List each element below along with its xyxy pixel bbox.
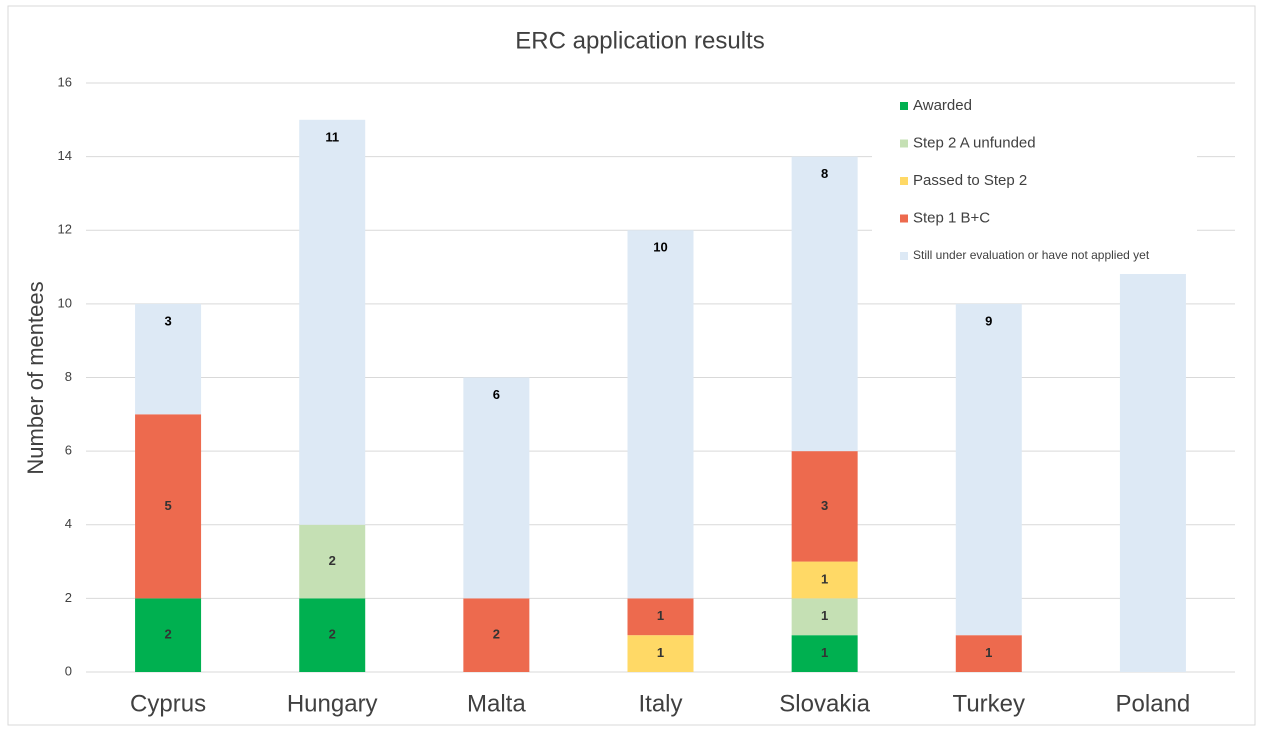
bar-segment bbox=[463, 598, 530, 672]
legend-swatch bbox=[900, 139, 908, 148]
y-tick-label: 12 bbox=[58, 222, 72, 237]
data-label: 11 bbox=[325, 129, 339, 144]
data-label: 3 bbox=[821, 498, 828, 513]
bar-segment bbox=[299, 524, 366, 599]
x-tick-label: Poland bbox=[1116, 690, 1191, 717]
y-tick-label: 8 bbox=[65, 369, 72, 384]
x-tick-label: Italy bbox=[638, 690, 682, 717]
y-axis-label: Number of mentees bbox=[23, 281, 48, 474]
y-tick-label: 10 bbox=[58, 295, 72, 310]
legend-swatch bbox=[900, 102, 908, 110]
x-tick-label: Slovakia bbox=[779, 690, 870, 717]
data-label: 1 bbox=[821, 645, 828, 660]
data-label: 2 bbox=[329, 627, 336, 642]
bar-segment bbox=[791, 635, 858, 672]
data-label: 1 bbox=[657, 645, 664, 660]
chart-title: ERC application results bbox=[515, 27, 764, 54]
y-tick-label: 14 bbox=[58, 148, 72, 163]
y-tick-label: 0 bbox=[65, 663, 72, 678]
data-label: 1 bbox=[657, 608, 664, 623]
legend-swatch bbox=[900, 177, 908, 185]
bar-segment bbox=[463, 377, 530, 599]
bar-segment bbox=[955, 303, 1022, 636]
bar-segment bbox=[955, 635, 1022, 672]
bar-segment bbox=[791, 156, 858, 452]
legend-swatch bbox=[900, 252, 908, 260]
bar-segment bbox=[627, 598, 694, 636]
bar-segment bbox=[791, 451, 858, 562]
data-label: 1 bbox=[821, 571, 828, 586]
y-tick-label: 16 bbox=[58, 74, 72, 89]
y-tick-label: 4 bbox=[65, 516, 72, 531]
data-label: 9 bbox=[985, 313, 992, 328]
data-label: 3 bbox=[164, 313, 171, 328]
bar-segment bbox=[791, 561, 858, 599]
data-label: 1 bbox=[821, 608, 828, 623]
x-tick-label: Turkey bbox=[953, 690, 1025, 717]
x-tick-label: Malta bbox=[467, 690, 526, 717]
bar-segment bbox=[135, 303, 202, 415]
legend-label: Passed to Step 2 bbox=[913, 172, 1027, 189]
x-tick-label: Hungary bbox=[287, 690, 378, 717]
y-tick-label: 6 bbox=[65, 443, 72, 458]
bar-segment bbox=[299, 119, 366, 525]
data-label: 2 bbox=[164, 627, 171, 642]
x-tick-label: Cyprus bbox=[130, 690, 206, 717]
legend-label: Step 1 B+C bbox=[913, 209, 990, 226]
data-label: 5 bbox=[164, 498, 171, 513]
data-label: 6 bbox=[493, 387, 500, 402]
legend-label: Awarded bbox=[913, 97, 972, 114]
data-label: 2 bbox=[329, 553, 336, 568]
legend-label: Still under evaluation or have not appli… bbox=[913, 248, 1150, 262]
legend-box bbox=[872, 88, 1197, 274]
bar-segment bbox=[627, 635, 694, 672]
legend-swatch bbox=[900, 214, 908, 223]
bar-segment bbox=[135, 598, 202, 672]
bar-segment bbox=[299, 598, 366, 672]
bar-segment bbox=[135, 414, 202, 599]
bar-segment bbox=[791, 598, 858, 636]
bar-segment bbox=[627, 230, 694, 599]
y-tick-label: 2 bbox=[65, 590, 72, 605]
legend-label: Step 2 A unfunded bbox=[913, 134, 1036, 151]
data-label: 2 bbox=[493, 627, 500, 642]
data-label: 8 bbox=[821, 166, 828, 181]
data-label: 1 bbox=[985, 645, 992, 660]
data-label: 10 bbox=[653, 240, 667, 255]
